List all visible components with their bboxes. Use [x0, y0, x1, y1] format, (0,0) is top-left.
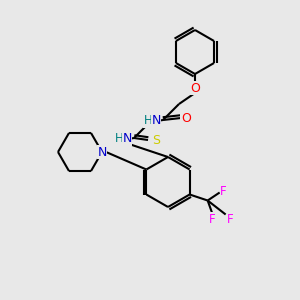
Text: O: O — [181, 112, 191, 124]
Text: H: H — [115, 133, 123, 146]
Text: F: F — [209, 213, 216, 226]
Text: F: F — [227, 213, 234, 226]
Text: S: S — [152, 134, 160, 146]
Text: F: F — [220, 185, 227, 198]
Text: N: N — [151, 115, 161, 128]
Text: O: O — [190, 82, 200, 94]
Text: H: H — [144, 115, 152, 128]
Text: N: N — [122, 133, 132, 146]
Text: N: N — [97, 146, 107, 158]
